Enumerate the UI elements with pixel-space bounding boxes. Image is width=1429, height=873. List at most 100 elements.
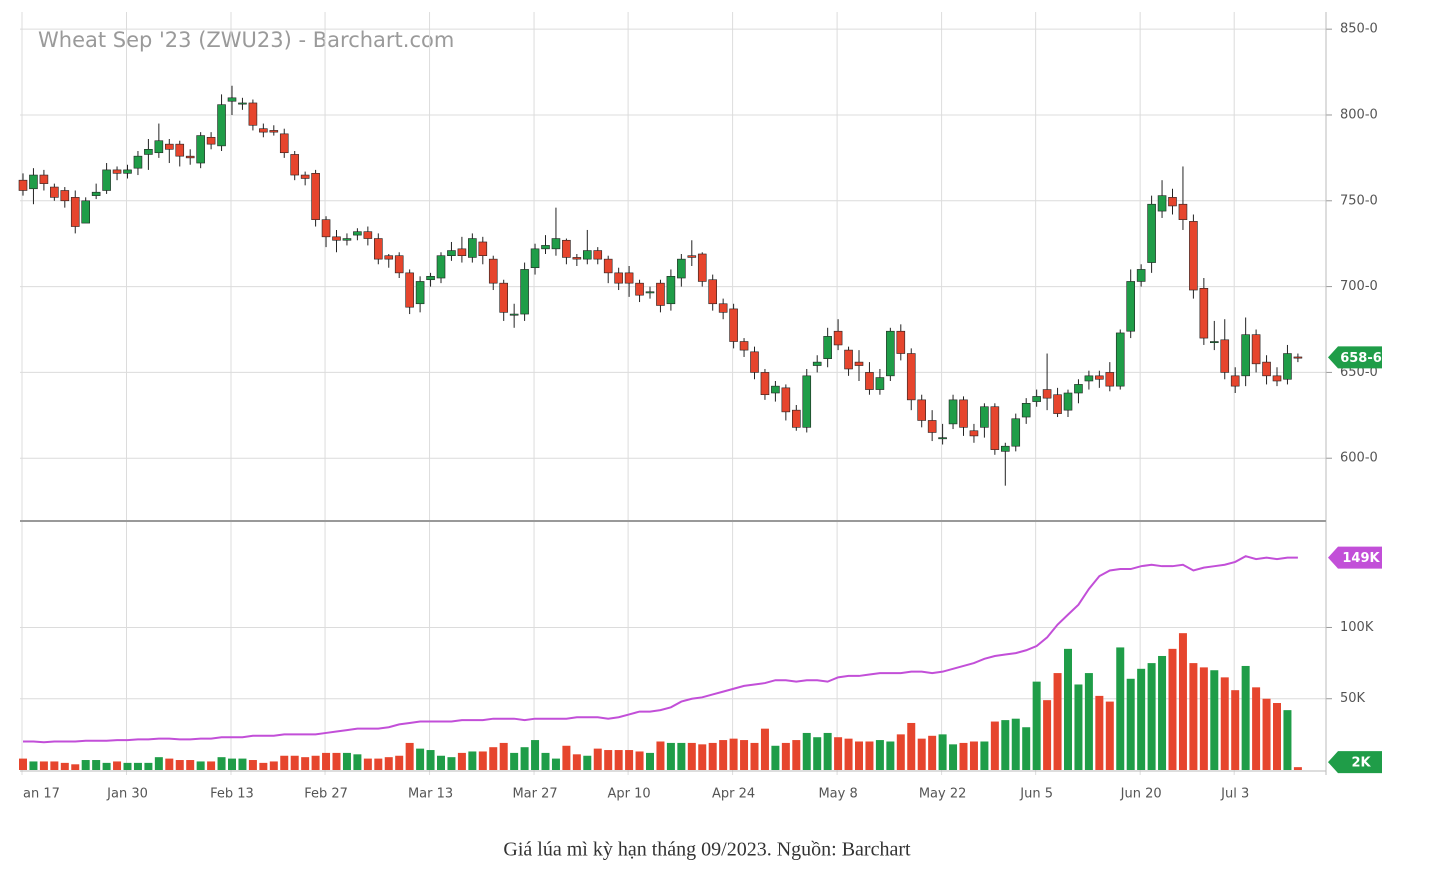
candle-body [980, 406, 989, 428]
volume-bar [489, 747, 498, 770]
volume-bar [154, 757, 163, 770]
volume-bar [1084, 673, 1093, 770]
volume-bar [1210, 670, 1219, 770]
candle-body [656, 282, 665, 306]
volume-bar [938, 734, 947, 770]
volume-bar [865, 741, 874, 770]
volume-bar [886, 741, 895, 770]
volume-bar [875, 740, 884, 770]
candle-body [645, 291, 655, 294]
candle-body [635, 282, 644, 296]
candle-body [551, 238, 561, 250]
candle-body [844, 349, 853, 370]
volume-bar [269, 761, 278, 770]
x-tick-label: Jan 30 [106, 787, 148, 802]
volume-bar [60, 762, 69, 770]
volume-bar [1199, 667, 1208, 770]
volume-bar [593, 748, 602, 770]
volume-bar [834, 737, 843, 770]
volume-bar [1095, 695, 1104, 770]
candle-body [154, 140, 164, 154]
y-tick-label: 750-0 [1340, 193, 1378, 208]
volume-bar [1001, 720, 1010, 770]
volume-bar [165, 758, 174, 770]
volume-bar [468, 751, 477, 770]
volume-bar [207, 761, 216, 770]
candle-body [875, 377, 885, 390]
candle-body [1032, 396, 1041, 402]
volume-bar [646, 752, 654, 770]
x-tick-label: Jun 5 [1019, 787, 1053, 802]
volume-bar [666, 742, 675, 770]
candle-body [196, 135, 205, 164]
candle-body [384, 255, 394, 260]
volume-bar [1116, 647, 1125, 770]
candle-body [363, 231, 373, 239]
volume-bar [332, 752, 341, 770]
y-tick-label: 700-0 [1340, 279, 1378, 294]
candle-body [1157, 195, 1167, 212]
volume-bar [301, 757, 310, 770]
volume-bar [499, 742, 508, 770]
candle-body [248, 102, 258, 126]
volume-bar [1293, 767, 1302, 770]
volume-bar [604, 750, 613, 770]
candle-body [353, 231, 362, 236]
volume-bar [144, 762, 153, 770]
candle-body [729, 308, 738, 342]
candle-body [279, 133, 289, 154]
volume-bar [719, 740, 728, 770]
volume-bar [1168, 648, 1177, 770]
candle-body [457, 248, 467, 257]
volume-bar [687, 742, 696, 770]
candle-body [520, 269, 529, 315]
candle-body [1168, 197, 1177, 207]
volume-bar [541, 752, 550, 770]
volume-bar [342, 752, 351, 770]
candle-body [1042, 389, 1052, 399]
caption: Giá lúa mì kỳ hạn tháng 09/2023. Nguồn: … [503, 839, 911, 861]
volume-bar [1241, 665, 1250, 770]
volume-bar [437, 755, 445, 770]
volume-bar [677, 742, 686, 770]
volume-bar [1011, 718, 1020, 770]
candle-body [959, 399, 968, 428]
last-value-label: 149K [1342, 551, 1380, 566]
candle-body [426, 275, 435, 281]
volume-bar [510, 752, 519, 770]
candle-body [1293, 356, 1303, 359]
candle-body [1283, 353, 1292, 380]
candle-body [593, 250, 603, 260]
candle-body [373, 238, 383, 260]
candle-body [1199, 288, 1209, 339]
candle-body [1095, 375, 1104, 380]
candle-body [854, 361, 864, 366]
candle-body [1178, 203, 1188, 220]
candle-body [802, 375, 812, 428]
volume-bar [949, 744, 958, 770]
candle-body [1074, 384, 1083, 394]
candle-body [290, 154, 300, 176]
volume-bar [823, 732, 832, 770]
volume-bar [969, 741, 978, 770]
volume-bar [531, 740, 540, 770]
volume-bar [280, 755, 289, 770]
candle-body [771, 385, 780, 394]
volume-bar [196, 761, 205, 770]
candle-body [499, 282, 509, 313]
candle-body [1210, 341, 1219, 344]
volume-bar [583, 755, 592, 770]
candle-body [185, 155, 195, 159]
last-value-label: 2K [1351, 756, 1371, 771]
candle-body [1251, 334, 1261, 365]
candle-body [81, 200, 90, 224]
volume-bar [1126, 678, 1135, 770]
candle-body [259, 128, 268, 133]
candle-body [1084, 375, 1094, 382]
volume-bar [384, 757, 393, 770]
candle-body [927, 420, 937, 433]
volume-bar [50, 761, 59, 770]
x-tick-label: an 17 [23, 787, 60, 802]
candle-body [1241, 334, 1250, 377]
